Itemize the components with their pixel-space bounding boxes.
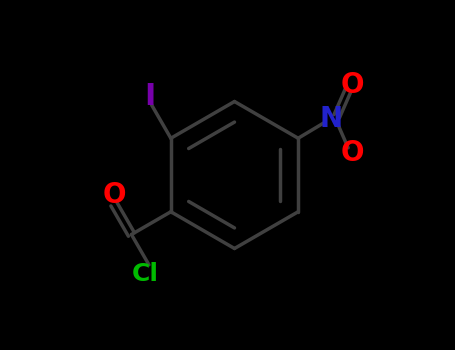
Text: O: O [102, 181, 126, 209]
Text: Cl: Cl [132, 261, 159, 286]
Text: O: O [341, 71, 364, 99]
Text: O: O [341, 139, 364, 167]
Text: I: I [144, 82, 156, 111]
Text: N: N [320, 105, 343, 133]
